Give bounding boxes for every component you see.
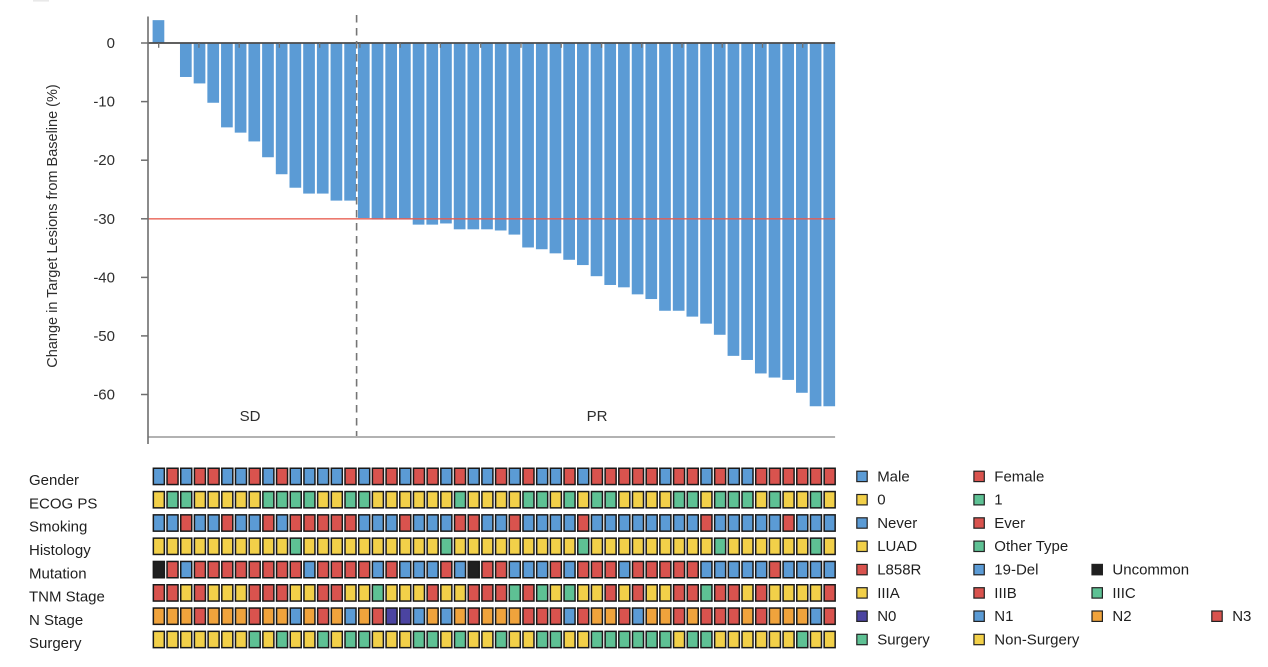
svg-text:19-Del: 19-Del bbox=[994, 562, 1038, 579]
svg-text:N2: N2 bbox=[1112, 608, 1131, 625]
svg-text:ECOG PS: ECOG PS bbox=[29, 495, 97, 512]
svg-text:N0: N0 bbox=[877, 608, 896, 625]
svg-text:SD: SD bbox=[240, 408, 261, 425]
svg-text:0: 0 bbox=[877, 492, 885, 509]
svg-text:N3: N3 bbox=[1232, 608, 1251, 625]
svg-text:PR: PR bbox=[587, 408, 608, 425]
svg-text:Surgery: Surgery bbox=[877, 631, 930, 648]
svg-text:1: 1 bbox=[994, 492, 1002, 509]
svg-text:IIIA: IIIA bbox=[877, 585, 900, 602]
svg-text:N1: N1 bbox=[994, 608, 1013, 625]
svg-text:TNM Stage: TNM Stage bbox=[29, 589, 105, 606]
svg-text:IIIC: IIIC bbox=[1112, 585, 1136, 602]
svg-text:Histology: Histology bbox=[29, 542, 91, 559]
svg-text:Change in Target Lesions from: Change in Target Lesions from Baseline (… bbox=[45, 84, 61, 367]
svg-text:Other Type: Other Type bbox=[994, 538, 1068, 555]
svg-text:-60: -60 bbox=[93, 387, 115, 404]
svg-text:LUAD: LUAD bbox=[877, 538, 917, 555]
svg-text:Gender: Gender bbox=[29, 472, 79, 489]
svg-text:Ever: Ever bbox=[994, 515, 1025, 532]
svg-text:N Stage: N Stage bbox=[29, 612, 83, 629]
svg-text:IIIB: IIIB bbox=[994, 585, 1017, 602]
svg-text:Non-Surgery: Non-Surgery bbox=[994, 631, 1080, 648]
svg-text:-20: -20 bbox=[93, 152, 115, 169]
svg-text:L858R: L858R bbox=[877, 562, 921, 579]
svg-text:Mutation: Mutation bbox=[29, 565, 87, 582]
svg-text:-40: -40 bbox=[93, 269, 115, 286]
svg-text:Female: Female bbox=[994, 468, 1044, 485]
svg-text:Uncommon: Uncommon bbox=[1112, 562, 1189, 579]
svg-text:Smoking: Smoking bbox=[29, 519, 87, 536]
svg-text:Never: Never bbox=[877, 515, 917, 532]
svg-text:0: 0 bbox=[107, 35, 115, 52]
svg-text:-50: -50 bbox=[93, 328, 115, 345]
svg-text:Surgery: Surgery bbox=[29, 635, 82, 652]
svg-text:Male: Male bbox=[877, 468, 910, 485]
svg-text:-10: -10 bbox=[93, 94, 115, 111]
svg-text:-30: -30 bbox=[93, 211, 115, 228]
